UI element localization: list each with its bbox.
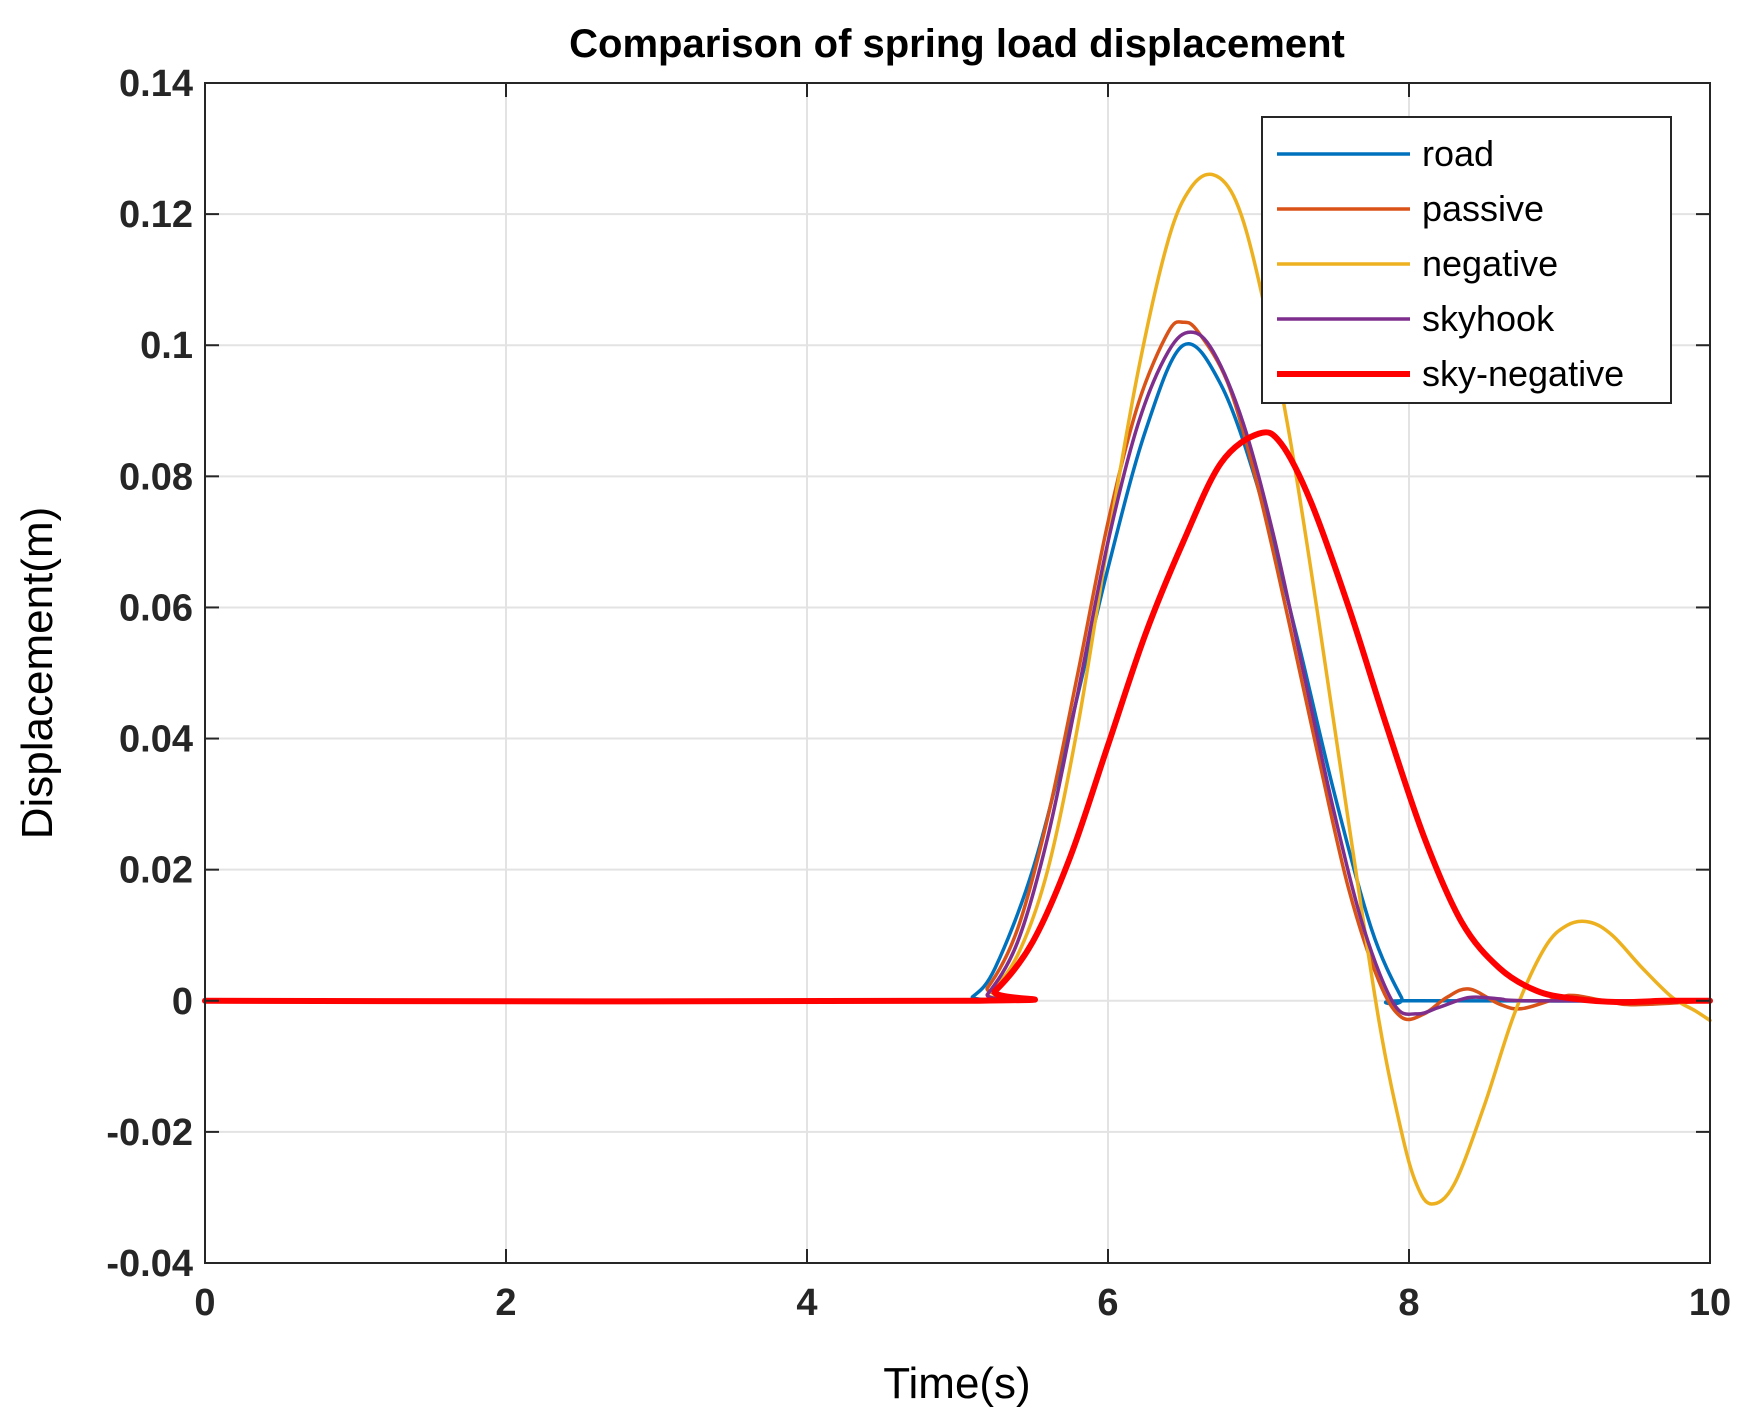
- x-tick-label: 10: [1689, 1282, 1731, 1324]
- y-tick-label: 0.06: [119, 587, 193, 629]
- legend-label-skyhook: skyhook: [1422, 298, 1555, 339]
- y-tick-label: -0.04: [106, 1243, 193, 1285]
- series-line-sky-negative: [202, 429, 1713, 1006]
- y-tick-label: 0.1: [140, 325, 193, 367]
- y-tick-label: 0: [172, 981, 193, 1023]
- x-tick-label: 6: [1097, 1282, 1118, 1324]
- x-tick-label: 8: [1398, 1282, 1419, 1324]
- plot-frame: [204, 82, 1711, 1264]
- legend-label-negative: negative: [1422, 243, 1558, 284]
- chart-title: Comparison of spring load displacement: [569, 22, 1345, 66]
- y-tick-labels: -0.04 -0.02 0 0.02 0.04 0.06 0.08 0.1 0.12 0.14: [106, 63, 193, 1285]
- legend-label-road: road: [1422, 133, 1494, 174]
- legend-label-sky-negative: sky-negative: [1422, 353, 1624, 394]
- y-tick-label: 0.08: [119, 456, 193, 498]
- x-tick-label: 2: [495, 1282, 516, 1324]
- x-axis-label: Time(s): [883, 1359, 1030, 1408]
- y-tick-label: -0.02: [106, 1112, 193, 1154]
- legend-label-passive: passive: [1422, 188, 1544, 229]
- axis-ticks: [204, 82, 1711, 1264]
- series-line-skyhook: [203, 330, 1712, 1017]
- y-tick-label: 0.12: [119, 194, 193, 236]
- y-tick-label: 0.02: [119, 850, 193, 892]
- legend: road passive negative skyhook sky-negative: [1261, 116, 1672, 404]
- x-tick-label: 0: [194, 1282, 215, 1324]
- series-line-passive: [203, 320, 1712, 1022]
- x-tick-labels: 0 2 4 6 8 10: [194, 1282, 1731, 1324]
- y-axis-label: Displacement(m): [13, 507, 62, 840]
- legend-box: [1261, 116, 1672, 404]
- y-tick-label: 0.04: [119, 719, 193, 761]
- x-tick-label: 4: [796, 1282, 817, 1324]
- series-lines: [202, 172, 1713, 1206]
- y-tick-label: 0.14: [119, 63, 193, 105]
